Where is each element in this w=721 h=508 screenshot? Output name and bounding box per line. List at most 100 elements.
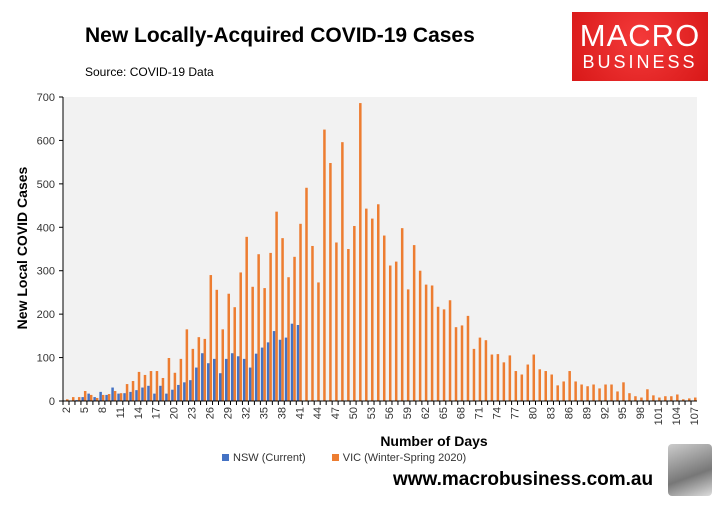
bar-vic-day-36: [269, 252, 272, 401]
bar-nsw-day-8: [99, 391, 102, 401]
bar-vic-day-56: [388, 265, 392, 401]
bar-vic-day-90: [592, 384, 595, 401]
x-tick-label: 17: [151, 407, 163, 419]
bar-nsw-day-7: [93, 397, 96, 401]
chart-title: New Locally-Acquired COVID-19 Cases: [85, 24, 475, 47]
bar-vic-day-35: [263, 288, 266, 401]
bar-vic-day-84: [556, 385, 559, 401]
bar-vic-day-54: [377, 204, 380, 401]
x-tick-label: 86: [563, 407, 575, 419]
bar-vic-day-93: [610, 384, 613, 401]
x-tick-label: 14: [133, 407, 145, 419]
bar-vic-day-4: [77, 397, 81, 401]
legend-item-vic: VIC (Winter-Spring 2020): [331, 452, 466, 464]
x-tick-label: 35: [258, 407, 270, 419]
x-tick-label: 59: [402, 407, 414, 419]
bar-vic-day-34: [257, 254, 260, 401]
bar-vic-day-11: [119, 393, 123, 401]
bar-nsw-day-22: [183, 382, 186, 401]
bar-vic-day-12: [125, 384, 129, 401]
bar-nsw-day-15: [141, 387, 144, 401]
x-tick-label: 23: [187, 407, 199, 419]
bar-vic-day-18: [161, 377, 165, 401]
bar-nsw-day-14: [135, 390, 138, 401]
bar-vic-day-20: [173, 372, 177, 401]
x-tick-label: 2: [61, 407, 73, 413]
bar-vic-day-85: [562, 381, 565, 401]
bar-vic-day-17: [155, 371, 159, 401]
bar-vic-day-92: [604, 384, 607, 401]
bar-vic-day-51: [359, 103, 362, 401]
x-tick-label: 38: [276, 407, 288, 419]
bar-vic-day-63: [430, 285, 434, 401]
bar-vic-day-66: [448, 300, 452, 401]
bar-nsw-day-29: [224, 358, 228, 401]
x-tick-label: 95: [617, 407, 629, 419]
y-tick-label: 300: [37, 266, 55, 278]
bar-vic-day-30: [233, 307, 236, 401]
bar-vic-day-53: [371, 218, 374, 401]
x-tick-label: 80: [528, 407, 540, 419]
bar-nsw-day-23: [189, 380, 192, 401]
bar-vic-day-16: [149, 371, 153, 401]
bar-vic-day-6: [89, 394, 93, 401]
bar-vic-day-48: [341, 142, 344, 401]
bar-nsw-day-25: [201, 353, 204, 401]
bar-vic-day-81: [538, 369, 542, 401]
bar-vic-day-87: [574, 381, 577, 401]
bar-vic-day-8: [101, 394, 105, 401]
bar-vic-day-49: [347, 249, 350, 401]
bar-vic-day-31: [239, 272, 242, 401]
x-axis-label: Number of Days: [380, 433, 488, 449]
x-tick-label: 32: [240, 407, 252, 419]
bar-nsw-day-17: [153, 393, 156, 401]
bar-vic-day-91: [598, 388, 601, 401]
bar-vic-day-41: [299, 223, 302, 401]
bar-vic-day-89: [586, 386, 589, 401]
x-tick-label: 89: [581, 407, 593, 419]
x-tick-label: 68: [456, 407, 468, 419]
bar-vic-day-70: [472, 348, 476, 401]
bar-vic-day-24: [197, 337, 201, 401]
x-tick-label: 107: [689, 407, 701, 425]
bar-vic-day-3: [71, 397, 75, 401]
macrobusiness-logo: MACRO BUSINESS: [572, 12, 708, 81]
bar-nsw-day-26: [207, 363, 210, 401]
bar-nsw-day-20: [171, 389, 174, 401]
bar-nsw-day-40: [290, 323, 294, 401]
bar-nsw-day-5: [81, 397, 84, 401]
bar-vic-day-100: [652, 395, 655, 401]
bar-vic-day-107: [694, 397, 697, 401]
x-tick-label: 8: [97, 407, 109, 413]
bar-nsw-day-13: [129, 391, 132, 401]
bar-vic-day-101: [658, 397, 661, 401]
y-tick-label: 700: [37, 92, 55, 104]
logo-line1: MACRO: [579, 18, 701, 53]
x-tick-label: 77: [510, 407, 522, 419]
bar-vic-day-44: [317, 282, 320, 401]
bar-nsw-day-30: [230, 353, 234, 401]
y-tick-label: 100: [37, 353, 55, 365]
bar-vic-day-57: [394, 261, 398, 401]
bar-nsw-day-18: [159, 385, 162, 401]
bar-vic-day-67: [454, 327, 458, 401]
bar-vic-day-2: [65, 399, 69, 401]
x-tick-label: 11: [115, 407, 127, 418]
bar-vic-day-29: [227, 293, 230, 401]
legend-label-nsw: NSW (Current): [233, 452, 306, 464]
x-tick-label: 53: [366, 407, 378, 419]
bar-vic-day-79: [526, 364, 530, 401]
bar-nsw-day-11: [117, 393, 120, 401]
x-tick-label: 44: [312, 407, 324, 419]
bar-vic-day-80: [532, 354, 536, 401]
legend-item-nsw: NSW (Current): [222, 452, 306, 464]
bar-vic-day-75: [502, 362, 506, 401]
bar-vic-day-13: [131, 381, 135, 401]
bar-vic-day-37: [275, 211, 278, 401]
bar-vic-day-22: [185, 329, 189, 401]
bar-vic-day-10: [113, 391, 117, 401]
bar-vic-day-99: [646, 389, 649, 401]
y-tick-label: 500: [37, 179, 55, 191]
bar-nsw-day-32: [242, 358, 246, 401]
bar-nsw-day-38: [278, 339, 282, 401]
